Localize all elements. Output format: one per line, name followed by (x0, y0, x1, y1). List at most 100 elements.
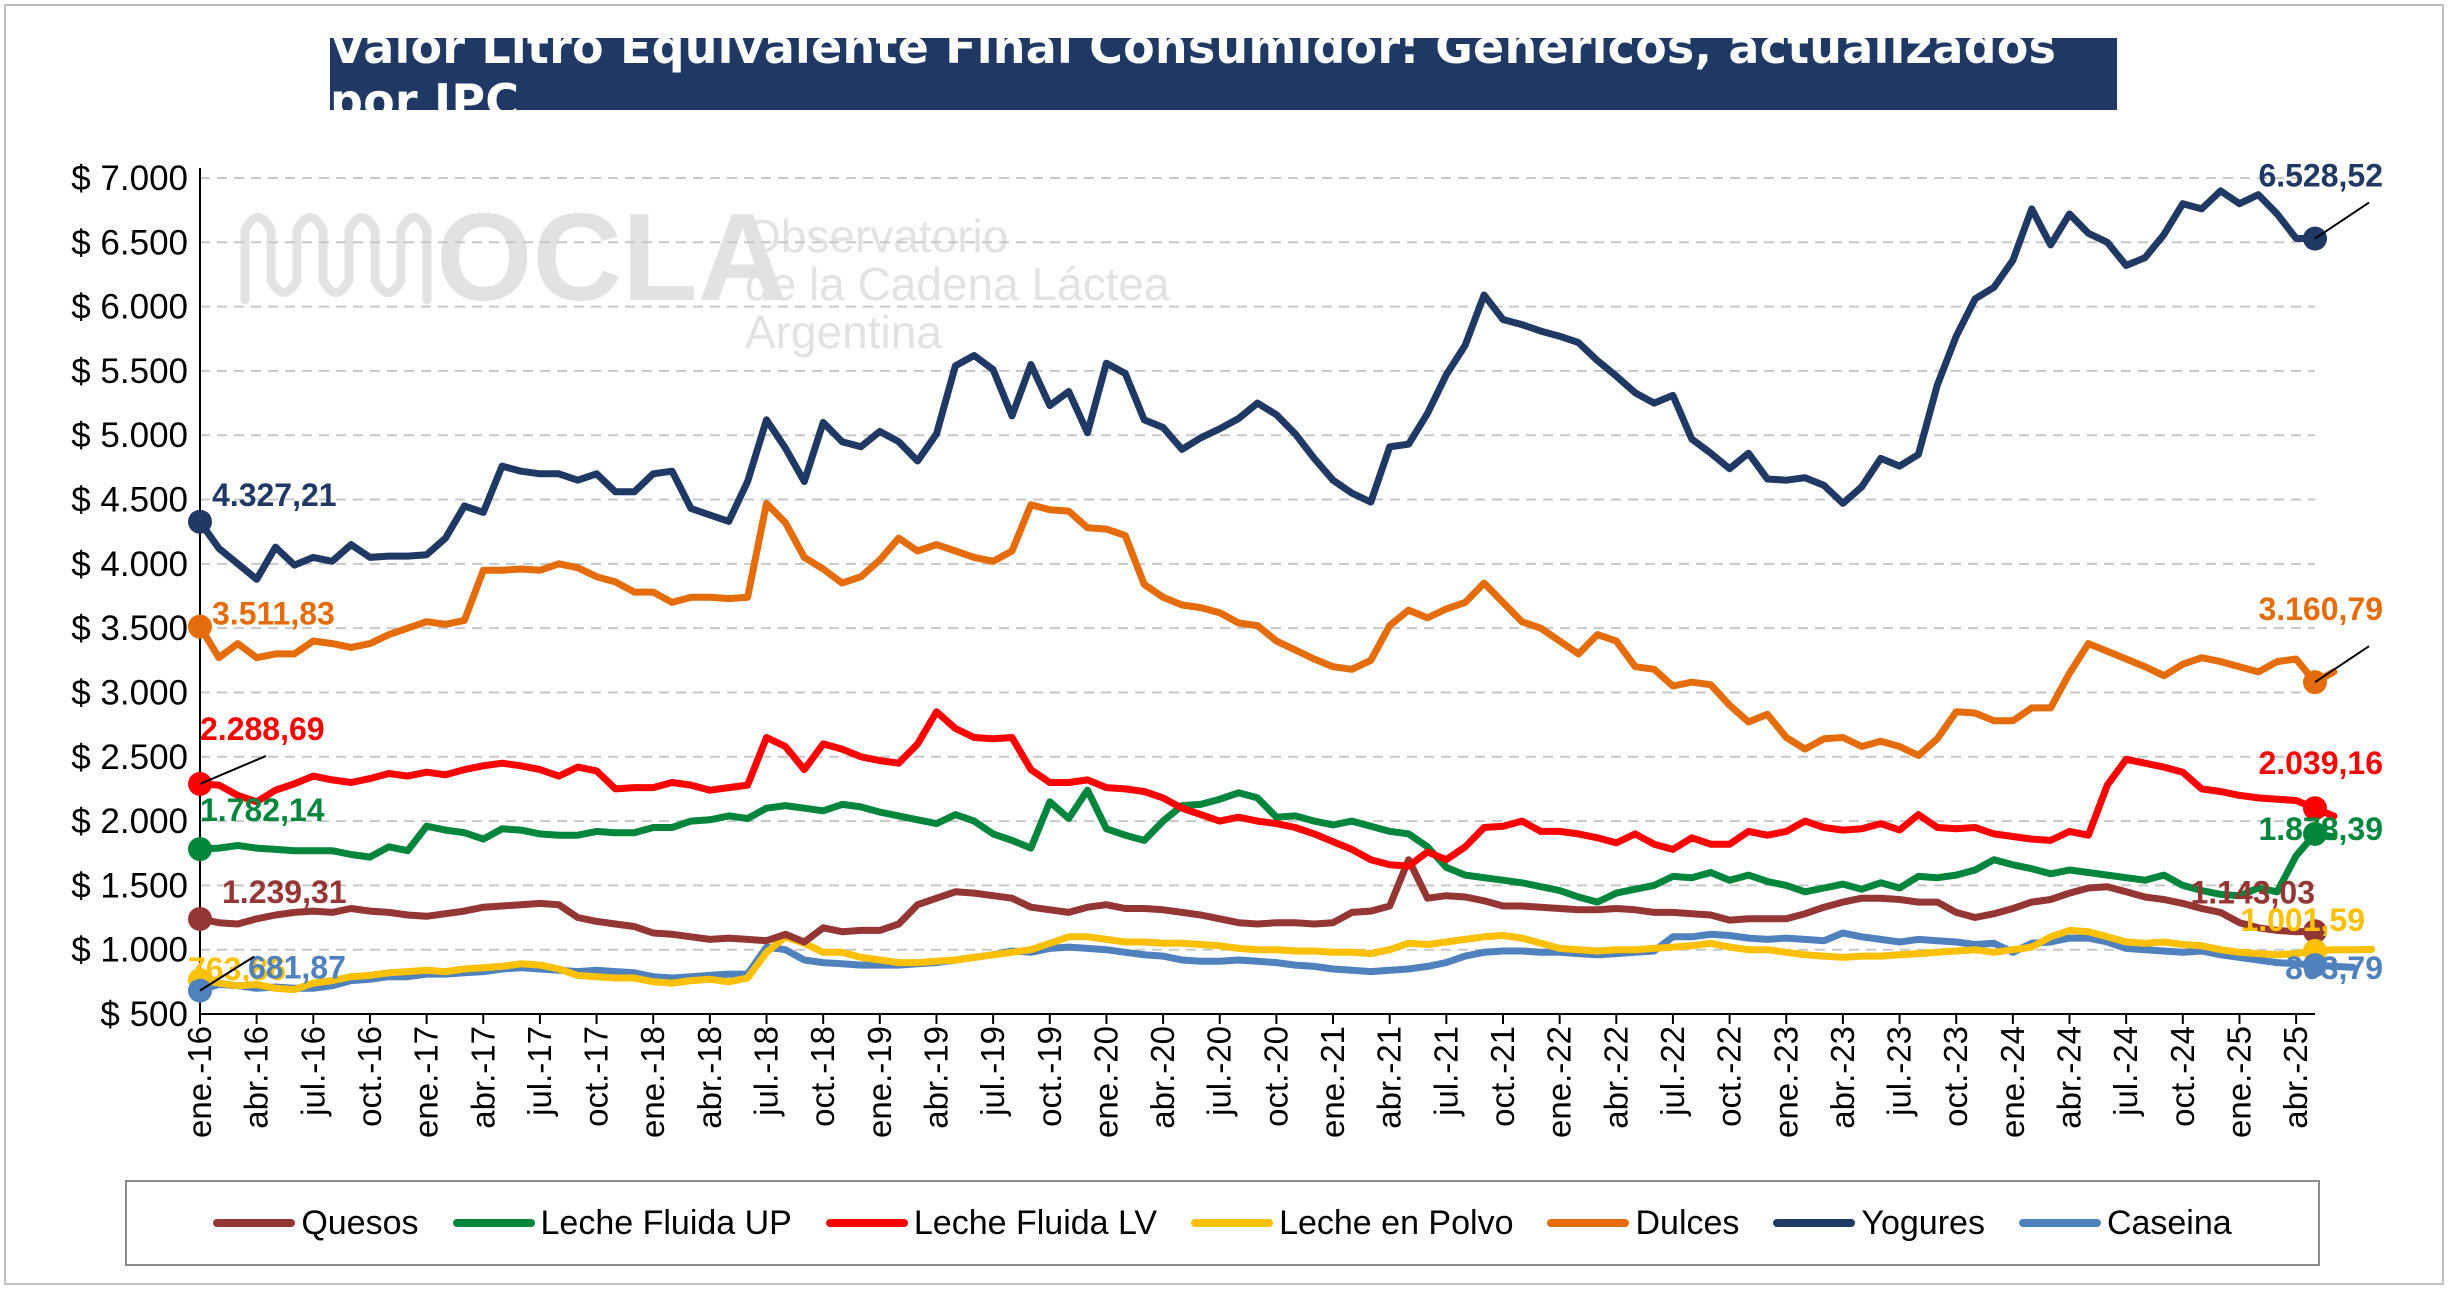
chart-title: Valor Litro Equivalente Final Consumidor… (330, 20, 2057, 128)
x-tick-label: oct.-18 (804, 1026, 841, 1127)
y-tick-label: $ 6.000 (71, 288, 188, 327)
x-tick-label: jul.-21 (1427, 1026, 1464, 1117)
y-tick-label: $ 2.000 (71, 802, 188, 841)
x-tick-label: jul.-20 (1201, 1026, 1238, 1117)
x-tick-label: ene.-16 (181, 1026, 218, 1138)
legend-item-dulces: Dulces (1547, 1204, 1739, 1243)
data-label-end-quesos: 1.143,03 (2190, 874, 2315, 910)
legend-item-leche-fluida-lv: Leche Fluida LV (825, 1203, 1158, 1243)
y-tick-label: $ 5.000 (71, 416, 188, 455)
x-tick-label: ene.-19 (861, 1026, 898, 1138)
leader-line-end-yogures (2314, 201, 2370, 240)
legend-item-yogures: Yogures (1773, 1204, 1985, 1243)
x-tick-label: ene.-24 (1994, 1026, 2031, 1138)
data-label-start-leche-en-polvo: 763,86 (188, 951, 286, 987)
legend-label-leche-fluida-lv: Leche Fluida LV (913, 1203, 1158, 1242)
y-tick-label: $ 4.500 (71, 481, 188, 520)
x-tick-label: abr.-18 (691, 1026, 728, 1129)
leader-line-start-leche-fluida-lv (199, 754, 267, 785)
legend-swatch-caseina (2018, 1219, 2101, 1227)
marker-end-quesos (2303, 919, 2327, 944)
legend-label-dulces: Dulces (1635, 1203, 1740, 1242)
x-tick-label: ene.-20 (1087, 1026, 1124, 1138)
series-line-yogures (196, 187, 2319, 583)
x-tick-label: jul.-16 (294, 1026, 331, 1117)
data-label-end-leche-en-polvo: 1.001,59 (2240, 902, 2365, 938)
ocla-logo-icon (240, 213, 432, 305)
x-tick-label: ene.-17 (408, 1026, 445, 1138)
series-lines (196, 187, 2376, 995)
data-label-start-caseina: 681,87 (248, 950, 346, 986)
marker-end-leche-fluida-lv (2303, 796, 2327, 821)
data-label-end-dulces: 3.160,79 (2258, 591, 2383, 627)
legend-label-leche-en-polvo: Leche en Polvo (1279, 1203, 1514, 1242)
y-tick-label: $ 4.000 (71, 545, 188, 584)
watermark-logo-text: OCLA (436, 189, 787, 327)
y-tick-label: $ 3.000 (71, 673, 188, 712)
x-tick-label: oct.-24 (2164, 1026, 2201, 1127)
x-tick-label: abr.-21 (1371, 1026, 1408, 1129)
watermark-line-1: Observatorio (745, 210, 1008, 262)
x-tick-label: jul.-19 (974, 1026, 1011, 1117)
y-tick-label: $ 1.000 (71, 931, 188, 970)
marker-start-dulces (188, 614, 212, 639)
axes (199, 168, 2315, 1024)
data-label-start-dulces: 3.511,83 (212, 596, 335, 632)
x-tick-label: jul.-22 (1654, 1026, 1691, 1117)
legend-swatch-leche-fluida-lv (825, 1219, 908, 1227)
data-label-start-quesos: 1.239,31 (222, 874, 347, 910)
leader-line-start-caseina (199, 955, 255, 992)
data-label-end-caseina: 863,79 (2285, 950, 2383, 986)
x-tick-label: jul.-24 (2107, 1026, 2144, 1117)
x-axis-tick-labels: ene.-16 abr.-16 jul.-16 oct.-16 ene.-17 abr.-… (181, 1026, 2314, 1138)
marker-start-leche-fluida-up (188, 837, 212, 862)
x-tick-label: oct.-20 (1257, 1026, 1294, 1127)
x-tick-label: oct.-17 (578, 1026, 615, 1127)
x-tick-label: oct.-22 (1711, 1026, 1748, 1127)
legend-label-quesos: Quesos (301, 1203, 419, 1242)
x-tick-label: ene.-21 (1314, 1026, 1351, 1138)
x-tick-label: abr.-17 (464, 1026, 501, 1129)
y-tick-label: $ 500 (100, 995, 188, 1034)
chart-title-box: Valor Litro Equivalente Final Consumidor… (330, 20, 2117, 128)
data-label-end-leche-fluida-lv: 2.039,16 (2258, 745, 2383, 781)
y-tick-label: $ 1.500 (71, 866, 188, 905)
data-label-start-leche-fluida-lv: 2.288,69 (200, 711, 325, 747)
data-label-end-yogures: 6.528,52 (2258, 158, 2383, 194)
x-tick-label: oct.-19 (1031, 1026, 1068, 1127)
legend-swatch-leche-en-polvo (1191, 1219, 1274, 1227)
x-tick-label: jul.-18 (748, 1026, 785, 1117)
watermark-line-2: de la Cadena Láctea (745, 258, 1170, 310)
ocla-watermark: OCLA Observatorio de la Cadena Láctea Ar… (240, 189, 1170, 358)
y-axis-tick-labels: $ 500 $ 1.000 $ 1.500 $ 2.000 $ 2.500 $ 3.000… (71, 159, 188, 1034)
series-line-leche-en-polvo (196, 926, 2376, 994)
x-tick-label: jul.-17 (521, 1026, 558, 1117)
y-tick-label: $ 3.500 (71, 609, 188, 648)
x-tick-label: ene.-23 (1767, 1026, 1804, 1138)
legend-item-leche-en-polvo: Leche en Polvo (1191, 1204, 1513, 1243)
marker-start-quesos (188, 906, 212, 931)
x-tick-label: abr.-23 (1824, 1026, 1861, 1129)
marker-end-leche-fluida-up (2303, 821, 2327, 846)
legend-label-yogures: Yogures (1861, 1203, 1985, 1242)
legend-label-leche-fluida-up: Leche Fluida UP (540, 1203, 792, 1242)
leader-line-end-dulces (2314, 645, 2370, 684)
legend: Quesos Leche Fluida UP Leche Fluida LV Lech… (125, 1180, 2320, 1266)
x-tick-label: jul.-23 (1881, 1026, 1918, 1117)
x-tick-label: abr.-22 (1597, 1026, 1634, 1129)
legend-swatch-dulces (1547, 1219, 1630, 1227)
data-labels: 1.239,31 1.143,03 1.782,14 1.878,39 2.288,69… (188, 158, 2383, 992)
watermark-line-3: Argentina (745, 306, 942, 358)
x-tick-label: abr.-24 (2051, 1026, 2088, 1129)
series-line-quesos (196, 856, 2319, 946)
marker-start-yogures (188, 509, 212, 534)
marker-end-caseina (2303, 953, 2327, 978)
series-line-dulces (196, 499, 2338, 759)
legend-item-quesos: Quesos (213, 1203, 419, 1243)
x-tick-label: oct.-16 (351, 1026, 388, 1127)
legend-label-caseina: Caseina (2106, 1203, 2232, 1242)
y-tick-label: $ 5.500 (71, 352, 188, 391)
x-tick-label: ene.-22 (1541, 1026, 1578, 1138)
x-tick-label: oct.-21 (1484, 1026, 1521, 1127)
